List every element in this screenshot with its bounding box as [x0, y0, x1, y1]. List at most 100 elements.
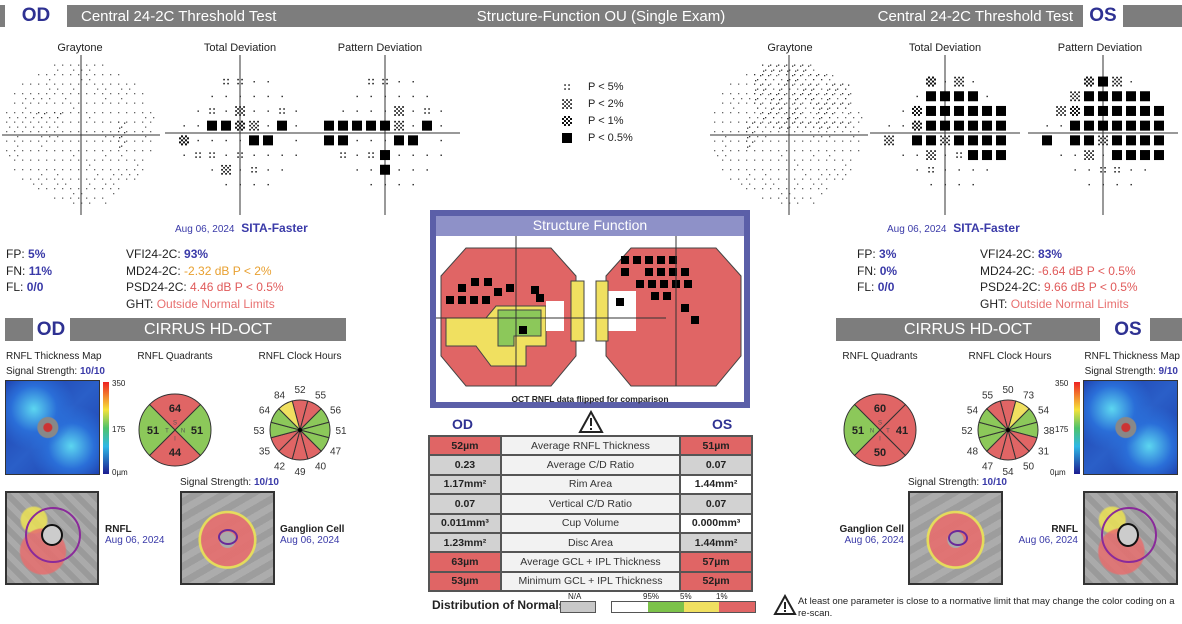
p2-cell [1058, 112, 1060, 114]
p5-dot [199, 156, 201, 158]
p1-cell [932, 80, 934, 83]
p05-square [1126, 91, 1136, 102]
graytone-dot [70, 150, 72, 152]
graytone-dot [781, 193, 783, 195]
graytone-dot [842, 112, 844, 114]
graytone-dot [54, 188, 56, 190]
ght-value: Outside Normal Limits [1010, 296, 1129, 311]
graytone-dot [754, 169, 756, 171]
graytone-dot [757, 117, 759, 119]
graytone-dot [757, 107, 759, 109]
p1-cell [912, 126, 914, 129]
quadrant-T-value: 41 [896, 425, 908, 437]
graytone-dot [813, 79, 815, 81]
p5-dot [382, 78, 384, 81]
graytone-dot [797, 164, 799, 166]
graytone-dot [802, 159, 804, 161]
graytone-dot [110, 102, 112, 104]
p2-cell [243, 114, 245, 116]
p2-cell [1084, 150, 1086, 152]
graytone-dot [805, 88, 807, 90]
graytone-dot [816, 113, 818, 115]
graytone-dot [842, 102, 844, 104]
graytone-dot [126, 131, 128, 133]
os-sf-map [595, 247, 742, 387]
graytone-dot [746, 140, 748, 142]
clock-center-dot [1006, 428, 1010, 432]
graytone-dot [62, 159, 64, 161]
p5-dot [568, 83, 570, 86]
quadrant-I-value: 44 [169, 447, 182, 459]
graytone-dot [779, 99, 781, 101]
probability-legend: P < 5% P < 2% P < 1% P < 0.5% [560, 78, 660, 146]
quadrant-T-letter: T [165, 429, 169, 435]
p2-cell [1100, 137, 1102, 140]
p1-cell [179, 137, 181, 140]
graytone-dot [41, 183, 43, 185]
fl-label: FL: [857, 280, 875, 294]
graytone-dot [6, 121, 8, 123]
graytone-dot [784, 84, 786, 86]
graytone-dot [858, 131, 860, 133]
p-normal-dot [986, 95, 988, 98]
graytone-dot [738, 169, 740, 171]
graytone-dot [781, 69, 783, 71]
graytone-dot [818, 178, 820, 180]
graytone-dot [770, 150, 772, 152]
graytone-dot [49, 98, 51, 100]
graytone-dot [70, 159, 72, 161]
defect-square [660, 280, 668, 288]
graytone-dot [17, 117, 19, 119]
p2-cell [229, 172, 231, 175]
quadrant-T-sector [138, 403, 176, 457]
graytone-dot [86, 188, 88, 190]
graytone-dot [842, 159, 844, 161]
p1-cell [914, 120, 916, 123]
gcl-label: Ganglion Cell [839, 524, 904, 535]
p2-cell [239, 106, 241, 108]
graytone-dot [802, 112, 804, 114]
graytone-dot [837, 88, 839, 90]
p5-dot [209, 108, 211, 110]
p-normal-dot [267, 110, 269, 112]
p-normal-dot [916, 169, 918, 171]
graytone-dot [805, 117, 807, 119]
graytone-dot [746, 159, 748, 161]
os-pattern-deviation-plot [1028, 55, 1178, 215]
graytone-dot [829, 79, 831, 81]
p5-dot [386, 82, 388, 85]
fn-label: FN: [6, 263, 26, 278]
graytone-dot [102, 121, 104, 123]
p2-cell [562, 102, 564, 105]
od-value: 0.07 [428, 493, 502, 515]
graytone-dot [757, 88, 759, 90]
p2-cell [946, 137, 948, 140]
graytone-dot [30, 102, 32, 104]
graytone-dot [834, 150, 836, 152]
p05-square [1070, 135, 1080, 146]
p5-dot [237, 156, 239, 158]
p2-cell [1112, 80, 1114, 83]
graytone-dot [54, 74, 56, 76]
psd-label: PSD24-2C: [980, 280, 1041, 294]
graytone-dot [749, 126, 751, 128]
graytone-dot [752, 132, 754, 134]
graytone-dot [118, 102, 120, 104]
p05-square [996, 135, 1006, 146]
p2-cell [884, 143, 886, 146]
graytone-dot [89, 79, 91, 81]
graytone-dot [762, 188, 764, 190]
graytone-dot [38, 159, 40, 161]
p-normal-dot [440, 139, 442, 142]
p1-cell [564, 115, 566, 118]
p5-dot [568, 87, 570, 90]
os-total-deviation-plot [870, 55, 1020, 215]
p2-cell [1084, 154, 1086, 156]
p05-square [940, 120, 950, 131]
p-normal-dot [384, 110, 386, 112]
p-normal-dot [916, 154, 918, 156]
clock-hour-value: 51 [335, 426, 347, 437]
p05-square [394, 135, 404, 146]
graytone-dot [789, 202, 791, 204]
